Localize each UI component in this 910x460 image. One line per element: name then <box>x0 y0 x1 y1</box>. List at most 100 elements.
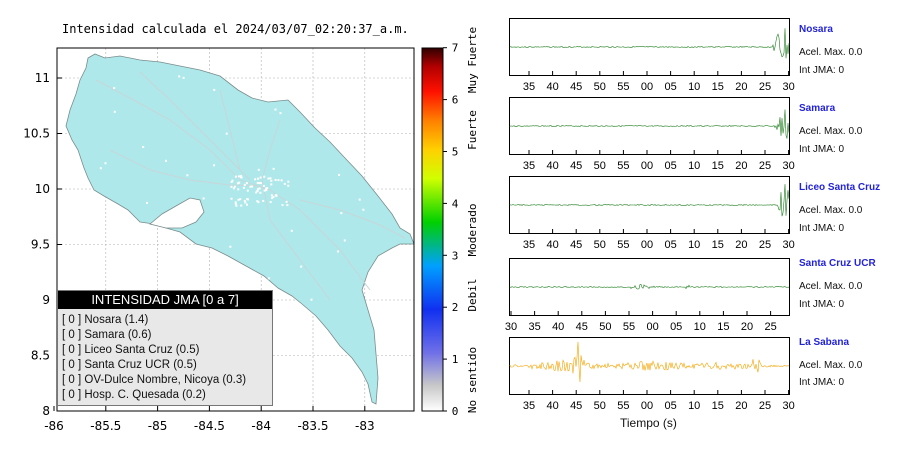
map-x-tick-label: -86 <box>44 419 64 433</box>
station-dot <box>232 187 235 190</box>
station-dot <box>141 234 144 237</box>
station-dot <box>259 191 262 194</box>
station-dot <box>281 204 284 207</box>
station-acel-samara: Acel. Max. 0.0 <box>799 126 863 137</box>
waveform-trace <box>509 283 789 290</box>
station-dot <box>237 188 240 191</box>
station-dot <box>274 108 277 111</box>
colorbar-tick-label: 3 <box>452 249 459 262</box>
station-dot <box>146 201 149 204</box>
waveform-tick-label: 50 <box>594 160 606 172</box>
map-y-tick-label: 9.5 <box>31 238 50 252</box>
station-dot <box>258 187 261 190</box>
station-dot <box>340 212 343 215</box>
station-dot <box>230 197 233 200</box>
station-dot <box>244 201 247 204</box>
waveform-tick-label: 30 <box>782 160 794 172</box>
station-dot <box>343 239 346 242</box>
station-dot <box>245 182 248 185</box>
map-x-tick-label: -85.5 <box>90 419 121 433</box>
legend-list: [ 0 ] Nosara (1.4) [ 0 ] Samara (0.6) [ … <box>62 313 272 403</box>
waveform-tick-label: 50 <box>599 321 611 333</box>
station-dot <box>358 198 361 201</box>
waveform-tick-label: 10 <box>688 239 700 251</box>
station-dot <box>202 197 205 200</box>
station-dot <box>165 159 168 162</box>
colorbar-tick-label: 7 <box>452 42 459 55</box>
station-name-la-sabana: La Sabana <box>799 337 850 348</box>
station-dot <box>270 183 273 186</box>
station-dot <box>337 250 340 253</box>
waveform-tick-label: 55 <box>617 239 629 251</box>
station-dot <box>290 229 293 232</box>
station-dot <box>234 201 237 204</box>
station-dot <box>272 195 275 198</box>
map-x-tick-label: -83 <box>355 419 375 433</box>
waveform-tick-label: 40 <box>546 81 558 93</box>
waveform-tick-label: 20 <box>735 81 747 93</box>
legend-item: [ 0 ] Liceo Santa Cruz (0.5) <box>62 344 200 356</box>
station-dot <box>280 179 283 182</box>
station-dot <box>256 189 259 192</box>
station-name-liceo-santa-cruz: Liceo Santa Cruz <box>799 182 881 193</box>
station-dot <box>270 194 273 197</box>
map-x-tick-label: -84.5 <box>194 419 225 433</box>
station-dot <box>257 201 260 204</box>
station-dot <box>242 186 245 189</box>
colorbar-tick-label: 0 <box>452 405 459 418</box>
legend-item: [ 0 ] Hosp. C. Quesada (0.2) <box>62 389 206 401</box>
waveform-tick-label: 55 <box>623 321 635 333</box>
station-acel-santa-cruz-ucr: Acel. Max. 0.0 <box>799 281 863 292</box>
station-dot <box>256 200 259 203</box>
waveform-tick-label: 45 <box>570 400 582 412</box>
map-y-tick-label: 10 <box>35 182 50 196</box>
legend-item: [ 0 ] Nosara (1.4) <box>62 314 149 326</box>
map-x-tick-label: -84 <box>251 419 271 433</box>
colorbar-tick-label: 6 <box>452 94 459 107</box>
waveform-tick-label: 30 <box>782 400 794 412</box>
legend-item: [ 0 ] OV-Dulce Nombre, Nicoya (0.3) <box>62 374 247 386</box>
station-dot <box>236 182 239 185</box>
waveform-tick-label: 15 <box>712 81 724 93</box>
station-dot <box>263 189 266 192</box>
waveform-trace <box>509 184 790 217</box>
colorbar-category-label: No sentido <box>466 347 479 413</box>
station-dot <box>246 203 249 206</box>
legend-item: [ 0 ] Samara (0.6) <box>62 329 152 341</box>
map-frame <box>56 47 415 412</box>
waveform-tick-label: 55 <box>617 81 629 93</box>
station-dot <box>178 75 181 78</box>
waveform-tick-label: 35 <box>528 321 540 333</box>
waveform-tick-label: 55 <box>617 400 629 412</box>
waveform-tick-label: 45 <box>570 81 582 93</box>
map-x-tick-label: -83.5 <box>297 419 328 433</box>
station-dot <box>240 204 243 207</box>
waveform-trace <box>509 28 790 59</box>
station-dot <box>267 177 270 180</box>
station-name-santa-cruz-ucr: Santa Cruz UCR <box>799 258 876 269</box>
station-acel-liceo-santa-cruz: Acel. Max. 0.0 <box>799 205 863 216</box>
station-dot <box>257 188 260 191</box>
station-dot <box>240 176 243 179</box>
waveform-tick-label: 10 <box>688 160 700 172</box>
station-dot <box>99 167 102 170</box>
station-dot <box>237 198 240 201</box>
waveform-tick-label: 25 <box>759 160 771 172</box>
colorbar-tick-label: 5 <box>452 146 459 159</box>
station-jma-la-sabana: Int JMA: 0 <box>799 377 845 388</box>
waveform-tick-label: 00 <box>641 160 653 172</box>
station-dot <box>182 76 185 79</box>
station-dot <box>310 298 313 301</box>
station-dot <box>275 194 278 197</box>
waveform-tick-label: 10 <box>688 81 700 93</box>
station-dot <box>362 208 365 211</box>
station-dot <box>155 254 158 257</box>
station-dot <box>251 185 254 188</box>
station-dot <box>238 181 241 184</box>
station-dot <box>213 164 216 167</box>
waveform-tick-label: 35 <box>523 400 535 412</box>
map-y-tick-label: 8.5 <box>31 349 50 363</box>
waveform-tick-label: 15 <box>717 321 729 333</box>
waveform-trace <box>509 109 790 139</box>
station-dot <box>274 178 277 181</box>
